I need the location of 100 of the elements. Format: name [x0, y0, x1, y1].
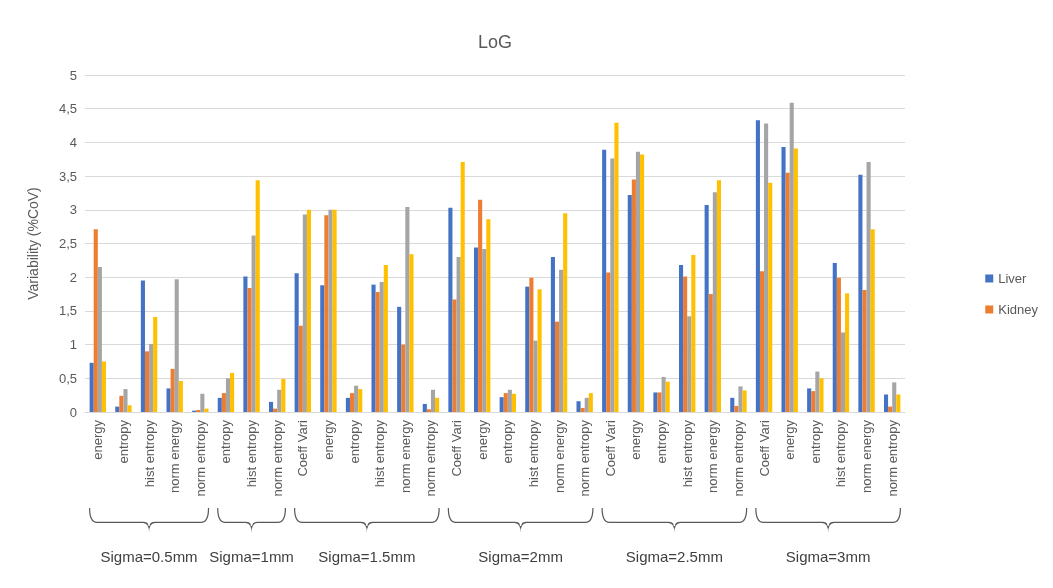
- bar: [665, 381, 670, 412]
- bar: [115, 406, 120, 412]
- bar: [793, 148, 798, 412]
- bar: [354, 385, 359, 412]
- bar: [435, 397, 440, 412]
- text: Sigma=0.5mm: [100, 548, 198, 565]
- bar: [328, 209, 333, 412]
- x-tick-label: energy: [782, 419, 798, 460]
- bar: [452, 299, 457, 412]
- bar: [426, 409, 431, 412]
- bar: [588, 393, 593, 412]
- bar: [687, 316, 692, 412]
- bar: [836, 277, 841, 412]
- y-tick-label: 1: [69, 337, 77, 353]
- bar: [298, 325, 303, 412]
- x-tick-label: energy: [474, 419, 490, 460]
- bar: [862, 290, 867, 412]
- bar: [358, 389, 363, 412]
- bar: [401, 344, 406, 412]
- bar: [742, 390, 747, 412]
- bar: [704, 205, 709, 412]
- x-tick-label: norm energy: [859, 419, 875, 493]
- bar: [174, 279, 179, 412]
- bar: [525, 286, 530, 412]
- bar: [204, 408, 209, 412]
- bar: [247, 287, 252, 412]
- bar: [785, 172, 790, 412]
- bar: [332, 209, 337, 412]
- chart-title: LoG: [477, 32, 513, 52]
- bar: [371, 284, 376, 412]
- bar: [153, 316, 158, 412]
- bar: [144, 351, 150, 412]
- x-tick-label: Coeff Vari: [756, 419, 772, 477]
- x-tick-label: norm entropy: [884, 419, 900, 497]
- bar: [379, 281, 384, 412]
- bar: [580, 407, 585, 412]
- bar: [892, 382, 897, 412]
- legend-label: Liver: [998, 271, 1028, 286]
- bar: [811, 391, 816, 412]
- bar: [511, 393, 517, 412]
- y-tick-label: 0: [69, 404, 77, 420]
- text: Sigma=2.5mm: [625, 548, 723, 565]
- bar: [768, 182, 773, 412]
- bar: [635, 151, 641, 412]
- x-tick-label: hist entropy: [679, 419, 695, 488]
- bar: [119, 395, 124, 412]
- bar: [375, 292, 380, 412]
- x-tick-label: energy: [628, 419, 644, 460]
- y-tick-label: 2,5: [58, 236, 77, 251]
- x-tick-label: entropy: [346, 419, 362, 464]
- bar: [691, 254, 696, 412]
- y-tick-label: 3,5: [58, 168, 77, 184]
- bar: [614, 122, 619, 412]
- bar: [764, 123, 769, 412]
- bar: [661, 376, 666, 412]
- bar: [559, 269, 564, 412]
- x-tick-label: entropy: [654, 419, 670, 464]
- y-axis-title: Variability (%CoV): [25, 187, 41, 300]
- bar: [281, 378, 286, 412]
- x-tick-label: hist entropy: [372, 419, 388, 488]
- bar: [127, 405, 132, 412]
- bar: [243, 276, 248, 412]
- bar: [759, 271, 765, 412]
- bar: [883, 394, 889, 412]
- x-tick-label: Coeff Vari: [295, 419, 311, 477]
- bar: [397, 306, 402, 412]
- bar: [294, 273, 299, 412]
- bar: [430, 389, 436, 412]
- y-tick-label: 3: [69, 202, 77, 218]
- bar: [840, 332, 846, 412]
- bar: [755, 120, 760, 412]
- bar: [503, 393, 508, 412]
- bar: [627, 194, 632, 412]
- x-tick-label: norm energy: [167, 419, 183, 493]
- bar: [268, 401, 274, 412]
- x-tick-label: norm entropy: [269, 419, 285, 497]
- text: Sigma=3mm: [785, 548, 871, 565]
- bar: [832, 263, 837, 412]
- bar: [302, 214, 307, 412]
- bar: [683, 276, 688, 412]
- bar: [200, 393, 205, 412]
- bar: [422, 403, 427, 412]
- y-tick-label: 4,5: [58, 101, 77, 117]
- bar: [537, 289, 542, 412]
- bar: [448, 207, 453, 412]
- bar: [678, 265, 684, 412]
- x-tick-label: entropy: [218, 419, 234, 464]
- x-tick-label: norm entropy: [730, 419, 746, 497]
- bar: [653, 392, 658, 412]
- bar: [460, 161, 465, 412]
- bar: [499, 397, 504, 412]
- bar: [478, 199, 483, 412]
- bar: [738, 386, 743, 412]
- bar: [277, 389, 282, 412]
- x-tick-label: norm energy: [705, 419, 721, 493]
- x-tick-label: norm energy: [551, 419, 567, 493]
- x-tick-label: Coeff Vari: [602, 419, 618, 477]
- bar: [251, 235, 256, 412]
- bar: [819, 378, 824, 412]
- bar: [93, 229, 98, 412]
